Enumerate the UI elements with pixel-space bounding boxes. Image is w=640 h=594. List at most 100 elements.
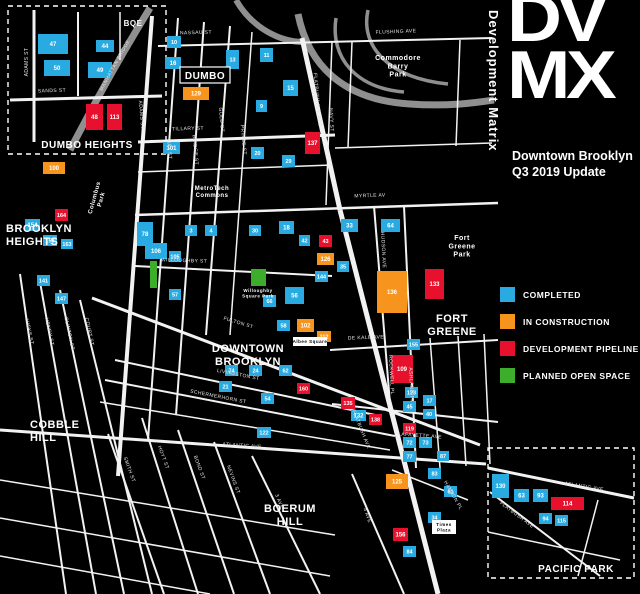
parcel-number: 144 bbox=[317, 275, 327, 281]
street-line bbox=[331, 403, 499, 423]
parcel-105: 105 bbox=[169, 251, 181, 262]
street-line bbox=[299, 37, 343, 211]
legend-item-completed: COMPLETED bbox=[500, 287, 639, 302]
parcel-154: 154 bbox=[25, 219, 40, 231]
parcel-number: 13 bbox=[229, 58, 235, 64]
street-line bbox=[134, 265, 333, 277]
parcel-number: 137 bbox=[307, 141, 318, 147]
parcel-number: 123 bbox=[407, 391, 416, 397]
parcel-47: 47 bbox=[38, 34, 68, 54]
parcel-number: 34 bbox=[431, 516, 438, 522]
street-label: ROCKWELL PL bbox=[387, 355, 395, 395]
street-label: DE KALB AVE bbox=[348, 334, 385, 341]
parcel-number: 16 bbox=[170, 61, 177, 67]
street-label: HENRY ST bbox=[43, 317, 55, 346]
parcel-20: 20 bbox=[251, 147, 264, 159]
parcel-number: 153 bbox=[45, 239, 54, 245]
parcel-number: 155 bbox=[409, 343, 418, 349]
parcel-84: 84 bbox=[403, 546, 416, 557]
parcel-number: 164 bbox=[57, 213, 67, 219]
parcel-30: 30 bbox=[249, 225, 261, 236]
parcel-number: 160 bbox=[299, 387, 308, 393]
parcel-number: 114 bbox=[563, 502, 573, 508]
parcel-number: 132 bbox=[353, 414, 364, 420]
street-label: ATLANTIC AVE bbox=[564, 481, 604, 493]
street-label: ADAMS ST bbox=[137, 100, 145, 129]
parcel-number: 10 bbox=[171, 40, 177, 46]
parcel-106: 106 bbox=[145, 243, 167, 259]
street-line bbox=[104, 379, 396, 437]
street-label: NASSAU ST bbox=[180, 29, 212, 36]
parcel-number: 130 bbox=[495, 484, 506, 490]
parcel-115: 115 bbox=[555, 515, 568, 526]
parcel-3: 3 bbox=[185, 225, 197, 236]
parcel-number: 125 bbox=[392, 480, 403, 486]
parcel-number: 94 bbox=[542, 517, 549, 523]
parcel-number: 100 bbox=[49, 166, 60, 172]
street-line bbox=[347, 41, 353, 149]
area-label: ColumbusPark bbox=[88, 181, 109, 217]
parcel-number: 44 bbox=[102, 44, 109, 50]
logo: DV MX bbox=[507, 0, 617, 114]
parcel-74: 74 bbox=[225, 365, 238, 376]
street-line bbox=[213, 441, 271, 594]
street-label: FLATBUSH AVE bbox=[498, 500, 535, 530]
street-line bbox=[487, 466, 635, 500]
street-label: CLINTON ST bbox=[63, 317, 76, 351]
parcel-87: 87 bbox=[437, 451, 449, 461]
parcel-number: 56 bbox=[291, 294, 298, 300]
parcel-number: 87 bbox=[440, 454, 446, 460]
parcel-15: 15 bbox=[283, 80, 298, 96]
street-line bbox=[0, 517, 331, 577]
parcel-147: 147 bbox=[55, 293, 68, 304]
parcel-58: 58 bbox=[277, 320, 290, 331]
parcel-number: 42 bbox=[301, 239, 307, 245]
street-line bbox=[39, 281, 97, 594]
street-line bbox=[0, 479, 336, 536]
street-label: JAY ST bbox=[165, 140, 173, 159]
parcel-122: 122 bbox=[257, 427, 271, 438]
street-label: FULTON ST bbox=[223, 316, 254, 331]
street-line bbox=[487, 531, 621, 561]
parcel-number: 18 bbox=[283, 226, 290, 232]
parcel-77: 77 bbox=[403, 451, 416, 462]
street-label: NAVY ST bbox=[327, 108, 334, 132]
street-line bbox=[157, 37, 493, 47]
parcel-number: 9 bbox=[260, 104, 263, 110]
parcel-number: 101 bbox=[166, 146, 177, 152]
parcel-number: 61 bbox=[447, 490, 453, 496]
street-line bbox=[334, 142, 493, 149]
parcel-number: 122 bbox=[259, 431, 268, 437]
parcel-number: 50 bbox=[54, 66, 61, 72]
parcel-number: 40 bbox=[426, 412, 432, 418]
street-label: GOLD ST bbox=[217, 107, 225, 132]
parcel-number: 30 bbox=[252, 229, 258, 235]
parcel-54: 54 bbox=[261, 393, 274, 404]
parcel-number: 93 bbox=[537, 494, 544, 500]
parcel-93: 93 bbox=[533, 489, 548, 502]
parcel-45: 45 bbox=[403, 401, 416, 412]
parcel-number: 83 bbox=[431, 472, 437, 478]
parcel-number: 138 bbox=[371, 418, 380, 424]
brand-vertical-title: Development Matrix bbox=[486, 10, 501, 152]
parcel-number: 119 bbox=[405, 427, 414, 433]
logo-line-2: MX bbox=[507, 37, 617, 114]
highway-path bbox=[66, 6, 153, 152]
street-label: ADAMS ST bbox=[24, 48, 30, 77]
parcel-number: 136 bbox=[387, 290, 398, 296]
parcel-number: 126 bbox=[320, 257, 331, 263]
street-label: PRINCE ST bbox=[239, 125, 248, 156]
legend-swatch-development-pipeline bbox=[500, 341, 515, 356]
area-label: Commodore Barry Park bbox=[375, 55, 421, 79]
parcel-number: 154 bbox=[27, 223, 38, 229]
street-line bbox=[114, 359, 381, 417]
street-line bbox=[141, 417, 199, 594]
legend-label: DEVELOPMENT PIPELINE bbox=[523, 343, 639, 354]
area-label: DOWNTOWN BROOKLYN bbox=[212, 343, 284, 368]
parcel-number: 78 bbox=[142, 232, 149, 238]
highway-path bbox=[294, 13, 495, 109]
street-line bbox=[229, 31, 253, 336]
parcel-9: 9 bbox=[256, 100, 267, 112]
parcel-number: 24 bbox=[252, 369, 259, 375]
